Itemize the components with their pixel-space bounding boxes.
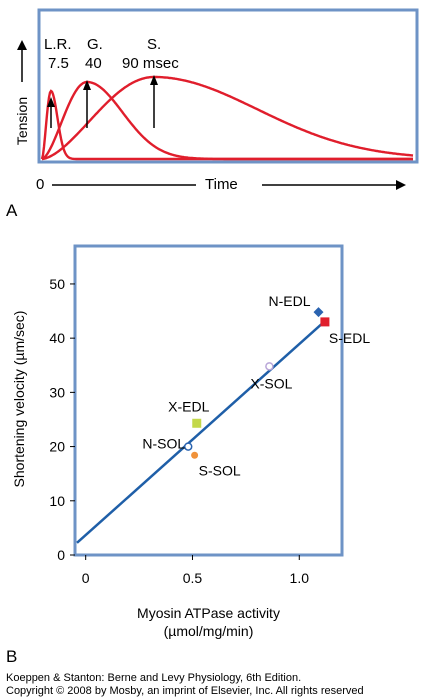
y-tick-label: 0 xyxy=(57,547,65,563)
point-n-sol xyxy=(183,442,193,451)
peak-arrowhead-lr xyxy=(47,97,55,107)
point-label-s-sol: S-SOL xyxy=(199,462,241,478)
point-label-s-edl: S-EDL xyxy=(329,330,370,346)
x-tick-label: 0.5 xyxy=(183,570,203,586)
x-tick-label: 1.0 xyxy=(290,570,310,586)
annotation-g-line1: G. xyxy=(87,36,103,53)
panel-a-chart xyxy=(17,8,419,190)
point-label-n-sol: N-SOL xyxy=(142,436,185,452)
y-tick-label: 10 xyxy=(49,493,65,509)
twitch-curve-g xyxy=(41,80,413,161)
annotation-lr-line1: L.R. xyxy=(44,36,72,53)
point-label-n-edl: N-EDL xyxy=(268,293,310,309)
peak-arrowhead-s xyxy=(150,75,158,85)
x-axis-label-line1: Myosin ATPase activity xyxy=(137,605,280,621)
time-axis-label: Time xyxy=(205,176,238,193)
time-origin-label: 0 xyxy=(36,176,45,193)
footer-line2: Copyright © 2008 by Mosby, an imprint of… xyxy=(6,685,364,697)
x-tick-label: 0 xyxy=(82,570,90,586)
annotation-s-line1: S. xyxy=(147,36,162,53)
shortening-velocity-axis-label: Shortening velocity (µm/sec) xyxy=(11,310,27,488)
regression-line xyxy=(76,318,328,544)
tension-axis-arrowhead xyxy=(17,40,27,50)
y-tick-label: 50 xyxy=(49,276,65,292)
twitch-curve-s xyxy=(41,75,414,161)
point-n-edl xyxy=(313,307,324,318)
point-label-x-edl: X-EDL xyxy=(168,398,209,414)
footer-line1: Koeppen & Stanton: Berne and Levy Physio… xyxy=(6,672,302,684)
panel-a-letter: A xyxy=(6,201,18,220)
point-x-sol xyxy=(265,362,274,371)
y-tick-label: 20 xyxy=(49,439,65,455)
point-s-sol xyxy=(191,451,199,459)
point-s-edl xyxy=(320,317,330,327)
point-x-edl xyxy=(192,418,202,428)
x-axis-label-line2: (µmol/mg/min) xyxy=(163,623,254,639)
annotation-s-line2: 90 msec xyxy=(122,55,179,72)
annotation-g-line2: 40 xyxy=(85,55,102,72)
annotation-lr-line2: 7.5 xyxy=(48,55,69,72)
panel-b-letter: B xyxy=(6,647,18,666)
myosin-atpase-axis-label: Myosin ATPase activity (µmol/mg/min) xyxy=(75,604,342,640)
peak-arrowhead-g xyxy=(83,80,91,90)
y-tick-label: 40 xyxy=(49,330,65,346)
y-tick-label: 30 xyxy=(49,384,65,400)
copyright-footer: Koeppen & Stanton: Berne and Levy Physio… xyxy=(6,672,364,698)
panel-a-frame xyxy=(37,8,419,164)
point-label-x-sol: X-SOL xyxy=(250,375,292,391)
time-axis-arrowhead xyxy=(396,180,406,190)
